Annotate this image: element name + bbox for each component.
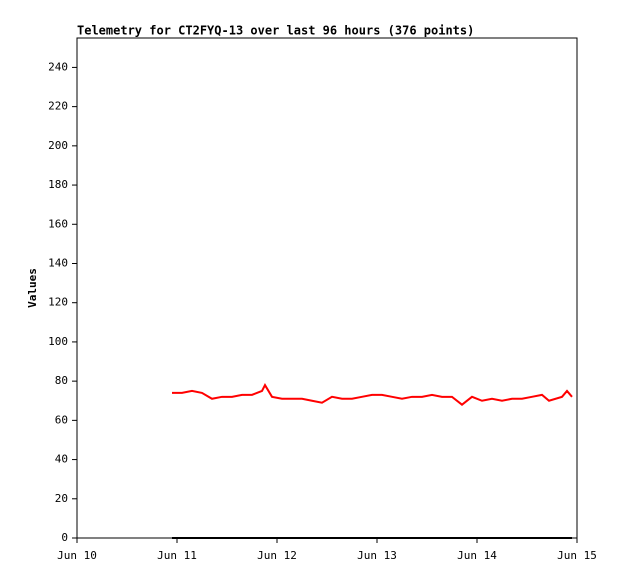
y-axis-label: Values [26, 268, 39, 308]
x-tick-label: Jun 11 [157, 549, 197, 562]
y-tick-label: 240 [48, 60, 68, 73]
y-tick-label: 140 [48, 256, 68, 269]
data-line [172, 382, 573, 406]
x-tick-label: Jun 12 [257, 549, 297, 562]
y-tick-label: 120 [48, 296, 68, 309]
chart-title: Telemetry for CT2FYQ-13 over last 96 hou… [77, 24, 474, 38]
y-tick-label: 40 [55, 453, 68, 466]
y-tick-label: 20 [55, 492, 68, 505]
y-tick-label: 180 [48, 178, 68, 191]
y-tick-label: 200 [48, 139, 68, 152]
y-tick-label: 220 [48, 100, 68, 113]
y-tick-label: 60 [55, 413, 68, 426]
x-tick-label: Jun 15 [557, 549, 597, 562]
y-tick-label: 80 [55, 374, 68, 387]
x-tick-label: Jun 10 [57, 549, 97, 562]
x-tick-label: Jun 13 [357, 549, 397, 562]
y-tick-label: 100 [48, 335, 68, 348]
x-tick-label: Jun 14 [457, 549, 497, 562]
y-tick-label: 0 [61, 531, 68, 544]
y-tick-label: 160 [48, 217, 68, 230]
